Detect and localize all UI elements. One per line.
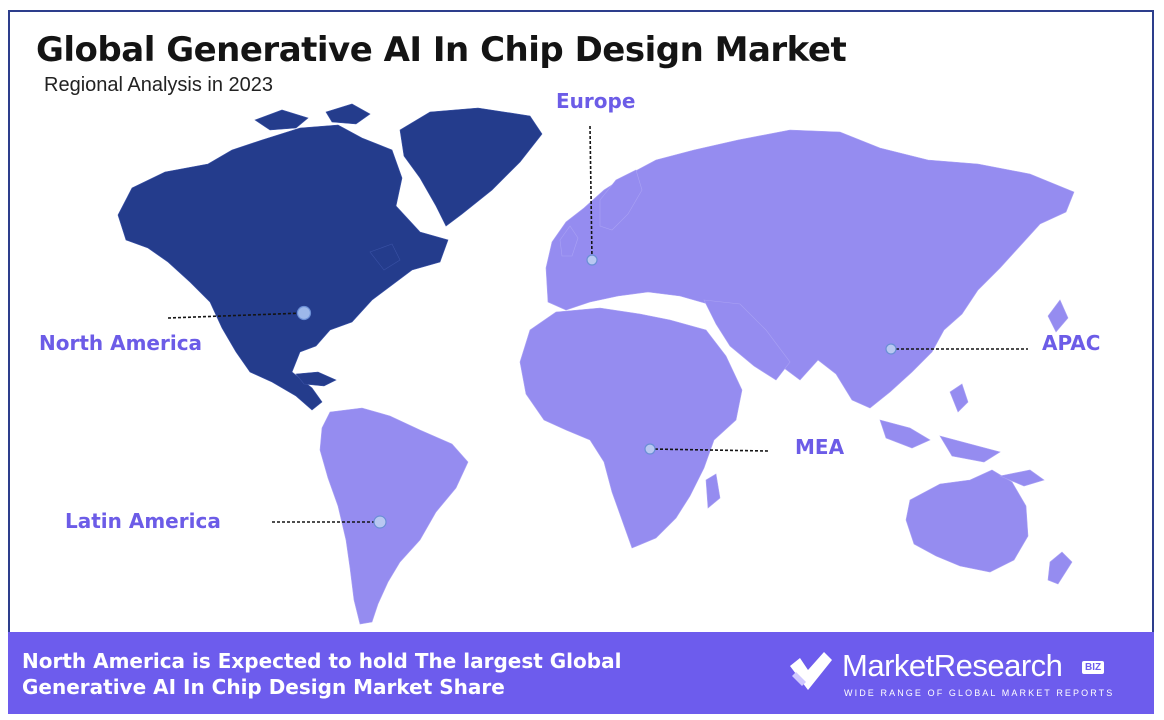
region-shape-europe-asia <box>545 129 1075 463</box>
check-logo-icon <box>790 652 832 690</box>
north-america-marker <box>296 305 312 321</box>
region-shape-latin-america <box>319 407 469 625</box>
label-latin-america: Latin America <box>65 509 221 533</box>
label-europe: Europe <box>556 89 636 113</box>
europe-leader-line <box>589 125 593 261</box>
page-subtitle: Regional Analysis in 2023 <box>44 74 274 96</box>
footer-statement: North America is Expected to hold The la… <box>22 649 622 699</box>
footer-banner: North America is Expected to hold The la… <box>8 632 1154 714</box>
label-apac: APAC <box>1042 331 1101 355</box>
apac-marker <box>885 343 897 355</box>
region-shape-oceania <box>905 469 1073 585</box>
region-shape-north-america <box>117 103 543 411</box>
leader-lines <box>167 125 1028 523</box>
latin-america-marker <box>373 515 387 529</box>
region-shape-mea <box>519 299 791 549</box>
label-mea: MEA <box>795 435 845 459</box>
brand-badge: BIZ <box>1082 661 1105 674</box>
brand-name: MarketResearch <box>842 648 1063 683</box>
mea-marker <box>644 443 656 455</box>
europe-marker <box>586 254 598 266</box>
label-north-america: North America <box>39 331 203 355</box>
north-america-leader-line <box>167 312 305 319</box>
page-title: Global Generative AI In Chip Design Mark… <box>36 30 847 70</box>
brand-logo: MarketResearch BIZ WIDE RANGE OF GLOBAL … <box>780 642 1140 708</box>
brand-tagline: WIDE RANGE OF GLOBAL MARKET REPORTS <box>844 688 1115 698</box>
